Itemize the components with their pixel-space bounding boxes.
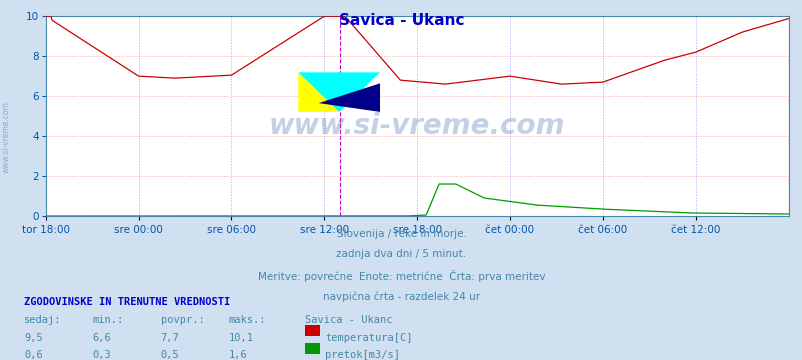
Text: maks.:: maks.: [229,315,266,325]
Text: www.si-vreme.com: www.si-vreme.com [2,101,11,173]
Text: povpr.:: povpr.: [160,315,204,325]
Text: Slovenija / reke in morje.: Slovenija / reke in morje. [336,229,466,239]
Text: Savica - Ukanc: Savica - Ukanc [338,13,464,28]
Text: 9,5: 9,5 [24,333,43,343]
Text: zadnja dva dni / 5 minut.: zadnja dva dni / 5 minut. [336,249,466,260]
Text: min.:: min.: [92,315,124,325]
Text: temperatura[C]: temperatura[C] [325,333,412,343]
Text: 6,6: 6,6 [92,333,111,343]
Text: 7,7: 7,7 [160,333,179,343]
Text: pretok[m3/s]: pretok[m3/s] [325,351,399,360]
Text: Savica - Ukanc: Savica - Ukanc [305,315,392,325]
Text: 0,5: 0,5 [160,351,179,360]
Text: sedaj:: sedaj: [24,315,62,325]
Polygon shape [298,72,379,112]
Text: 0,3: 0,3 [92,351,111,360]
Text: www.si-vreme.com: www.si-vreme.com [269,112,565,140]
Text: Meritve: povrečne  Enote: metrične  Črta: prva meritev: Meritve: povrečne Enote: metrične Črta: … [257,270,545,282]
Text: ZGODOVINSKE IN TRENUTNE VREDNOSTI: ZGODOVINSKE IN TRENUTNE VREDNOSTI [24,297,230,307]
Polygon shape [318,83,379,112]
Text: 10,1: 10,1 [229,333,253,343]
Text: navpična črta - razdelek 24 ur: navpična črta - razdelek 24 ur [322,291,480,302]
Text: 1,6: 1,6 [229,351,247,360]
Text: 0,6: 0,6 [24,351,43,360]
Polygon shape [298,72,338,112]
